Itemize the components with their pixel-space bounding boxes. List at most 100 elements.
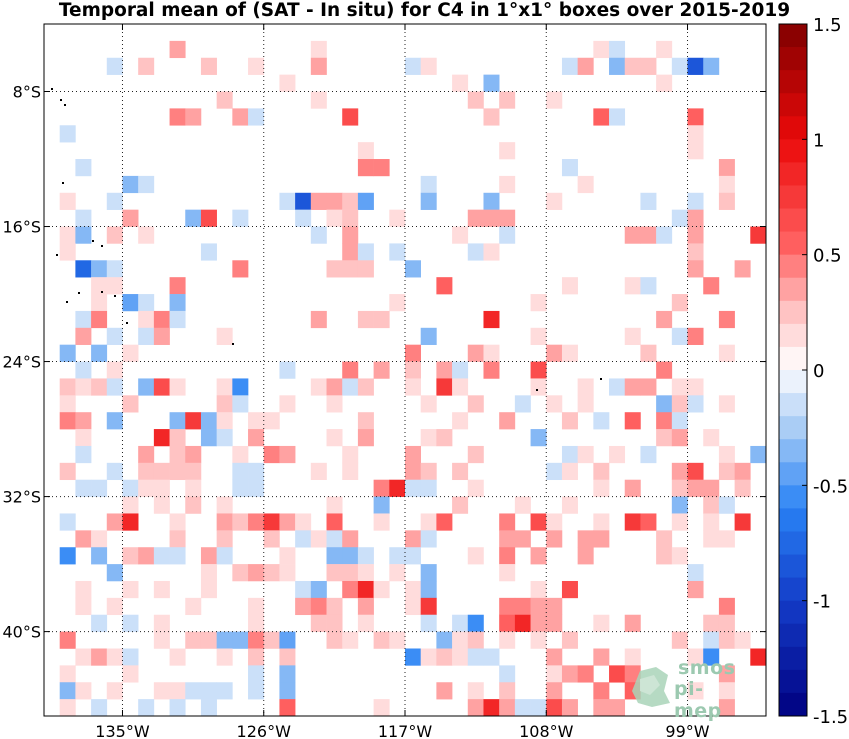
heatmap-cell (342, 226, 359, 244)
heatmap-cell (91, 294, 108, 312)
heatmap-cell (561, 159, 578, 177)
colorbar-tick-label: 1 (813, 130, 824, 151)
heatmap-cell (436, 648, 453, 666)
heatmap-cell (357, 192, 374, 210)
heatmap-cell (248, 462, 265, 481)
heatmap-cell (467, 91, 484, 109)
heatmap-cell (530, 513, 547, 531)
heatmap-cell (342, 192, 359, 210)
heatmap-cell (122, 496, 139, 514)
heatmap-cell (420, 564, 437, 582)
heatmap-cell (248, 631, 265, 649)
heatmap-cell (514, 530, 531, 548)
heatmap-cell (122, 580, 139, 599)
heatmap-cell (357, 564, 374, 582)
heatmap-cell (750, 648, 767, 666)
heatmap-cell (499, 412, 516, 430)
heatmap-cell (467, 209, 484, 227)
heatmap-cell (420, 462, 437, 481)
heatmap-cell (59, 412, 76, 430)
heatmap-cell (279, 74, 296, 92)
heatmap-cell (483, 699, 500, 717)
heatmap-cell (452, 631, 469, 649)
heatmap-cell (232, 462, 249, 481)
heatmap-cell (405, 648, 421, 666)
heatmap-cell (624, 648, 641, 666)
island-speck (64, 104, 66, 106)
heatmap-cell (91, 277, 108, 295)
heatmap-cell (640, 57, 657, 75)
heatmap-cell (91, 547, 108, 565)
heatmap-cell (91, 479, 108, 497)
heatmap-cell (248, 108, 265, 126)
heatmap-cell (59, 682, 76, 700)
heatmap-cell (169, 445, 186, 464)
heatmap-cell (310, 57, 327, 75)
heatmap-cell (200, 57, 217, 75)
heatmap-cell (577, 395, 594, 413)
heatmap-cell (169, 277, 186, 295)
heatmap-cell (357, 378, 374, 396)
heatmap-cell (310, 614, 327, 632)
heatmap-cell (106, 648, 123, 666)
heatmap-cell (405, 530, 421, 548)
heatmap-cell (687, 142, 704, 160)
heatmap-cell (467, 243, 484, 261)
heatmap-cell (718, 682, 735, 700)
heatmap-cell (153, 631, 170, 649)
heatmap-cell (624, 277, 641, 295)
heatmap-cell (420, 614, 437, 632)
heatmap-cell (718, 395, 735, 413)
heatmap-cell (169, 429, 186, 447)
heatmap-cell (420, 429, 437, 447)
heatmap-cell (640, 226, 657, 244)
heatmap-cell (436, 513, 453, 531)
heatmap-cell (169, 513, 186, 531)
heatmap-cell (373, 361, 390, 379)
heatmap-cell (687, 462, 704, 481)
heatmap-cell (342, 530, 359, 548)
heatmap-cell (546, 665, 563, 683)
heatmap-cell (609, 445, 626, 464)
heatmap-cell (640, 445, 657, 464)
heatmap-cell (389, 243, 406, 261)
colorbar: 1.5 1 0.5 0 -0.5 -1 -1.5 (778, 15, 848, 728)
heatmap-cell (671, 631, 688, 649)
colorbar-segment (779, 116, 807, 140)
heatmap-cell (342, 547, 359, 565)
colorbar-segment (779, 254, 807, 279)
heatmap-cell (656, 40, 673, 59)
heatmap-cell (420, 327, 437, 345)
heatmap-cell (91, 699, 108, 717)
heatmap-cell (106, 564, 123, 582)
colorbar-segment (779, 531, 807, 555)
heatmap-cell (530, 547, 547, 565)
heatmap-cell (499, 530, 516, 548)
heatmap-cell (91, 648, 108, 666)
heatmap-cell (624, 57, 641, 75)
heatmap-cell (279, 395, 296, 413)
heatmap-cell (342, 243, 359, 261)
heatmap-cell (122, 513, 139, 531)
heatmap-cell (342, 361, 359, 379)
heatmap-cell (546, 91, 563, 109)
heatmap-cell (59, 462, 76, 481)
heatmap-cell (153, 429, 170, 447)
heatmap-cell (310, 91, 327, 109)
heatmap-cell (295, 209, 312, 227)
heatmap-cell (248, 648, 265, 666)
heatmap-cell (200, 547, 217, 565)
heatmap-cell (389, 547, 406, 565)
heatmap-cell (75, 226, 92, 244)
heatmap-cell (593, 108, 610, 126)
island-speck (51, 88, 53, 90)
heatmap-cell (279, 682, 296, 700)
heatmap-cell (59, 395, 76, 413)
heatmap-cell (546, 682, 563, 700)
heatmap-cell (499, 209, 516, 227)
heatmap-cell (499, 597, 516, 616)
heatmap-cell (185, 445, 202, 464)
heatmap-cell (342, 260, 359, 278)
heatmap-cell (122, 294, 139, 312)
x-tick-label: 126°W (237, 722, 292, 739)
